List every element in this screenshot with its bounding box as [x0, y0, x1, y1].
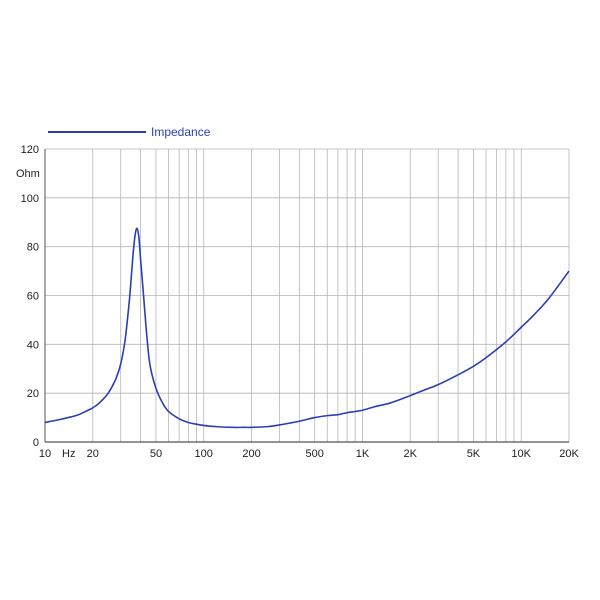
x-tick-label: 200	[242, 448, 260, 460]
y-unit-label: Ohm	[16, 168, 40, 180]
series-layer	[44, 227, 570, 429]
y-tick-label: 20	[27, 388, 39, 400]
x-tick-label: 20	[87, 448, 99, 460]
x-tick-label: 50	[150, 448, 162, 460]
gridlines	[44, 148, 570, 443]
x-tick-label: 5K	[467, 448, 481, 460]
y-axis-ticks: 0 20 40 60 80 100 120	[21, 144, 39, 449]
x-tick-label: 1K	[356, 448, 370, 460]
x-tick-label: 500	[306, 448, 324, 460]
x-tick-label: 10K	[511, 448, 531, 460]
x-tick-label: 100	[195, 448, 213, 460]
x-tick-label: 20K	[559, 448, 579, 460]
y-tick-label: 100	[21, 193, 39, 205]
legend: Impedance	[48, 125, 211, 139]
y-tick-label: 40	[27, 339, 39, 351]
legend-label: Impedance	[151, 125, 211, 139]
plot-frame	[44, 149, 569, 443]
x-unit-label: Hz	[62, 448, 75, 460]
y-tick-label: 120	[21, 144, 39, 156]
x-tick-label: 2K	[404, 448, 418, 460]
x-axis-ticks: 10 20 50 100 200 500 1K 2K 5K 10K 20K	[39, 448, 580, 460]
x-tick-label: 10	[39, 448, 51, 460]
series-line-impedance	[44, 227, 570, 429]
y-tick-label: 0	[33, 437, 39, 449]
y-tick-label: 60	[27, 291, 39, 303]
y-tick-label: 80	[27, 242, 39, 254]
